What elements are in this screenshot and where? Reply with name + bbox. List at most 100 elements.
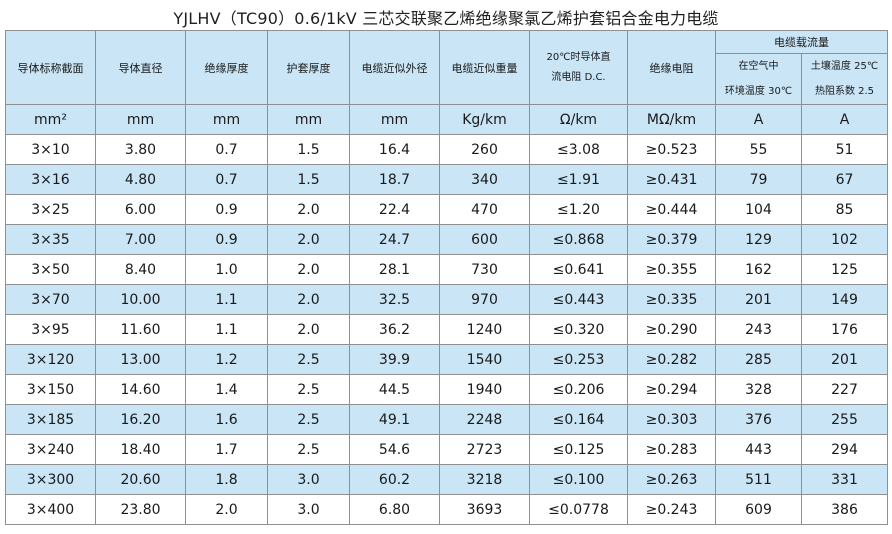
table-cell: 2.5 bbox=[267, 434, 350, 465]
table-cell: 3×35 bbox=[5, 224, 96, 255]
table-cell: 600 bbox=[439, 224, 530, 255]
table-cell: ≤0.206 bbox=[529, 374, 628, 405]
table-cell: 3×300 bbox=[5, 464, 96, 495]
table-cell: 3×70 bbox=[5, 284, 96, 315]
table-cell: ≥0.282 bbox=[627, 344, 716, 375]
table-cell: 176 bbox=[801, 314, 888, 345]
unit-cell: Ω/km bbox=[529, 104, 628, 135]
header-in-air-line2: 环境温度 30℃ bbox=[724, 86, 793, 97]
table-row: 3×120 13.00 1.2 2.5 39.9 1540 ≤0.253 ≥0.282 285 2… bbox=[5, 344, 888, 375]
table-body: mm² mm mm mm mm Kg/km Ω/km MΩ/km A A 3×1… bbox=[5, 104, 888, 525]
unit-cell: MΩ/km bbox=[627, 104, 716, 135]
table-cell: 1.5 bbox=[267, 164, 350, 195]
table-cell: ≥0.290 bbox=[627, 314, 716, 345]
unit-cell: mm bbox=[349, 104, 440, 135]
table-cell: 3218 bbox=[439, 464, 530, 495]
table-row: 3×10 3.80 0.7 1.5 16.4 260 ≤3.08 ≥0.523 55 51 bbox=[5, 134, 888, 165]
table-cell: 3×95 bbox=[5, 314, 96, 345]
table-cell: 16.4 bbox=[349, 134, 440, 165]
table-cell: 3.0 bbox=[267, 494, 350, 525]
table-row: 3×300 20.60 1.8 3.0 60.2 3218 ≤0.100 ≥0.263 511 3… bbox=[5, 464, 888, 495]
table-cell: 67 bbox=[801, 164, 888, 195]
table-cell: 1940 bbox=[439, 374, 530, 405]
table-cell: 28.1 bbox=[349, 254, 440, 285]
header-conductor-section: 导体标称截面 bbox=[5, 30, 96, 105]
table-cell: 2.0 bbox=[267, 224, 350, 255]
header-in-air-line1: 在空气中 bbox=[738, 61, 779, 72]
units-row: mm² mm mm mm mm Kg/km Ω/km MΩ/km A A bbox=[5, 104, 888, 135]
table-cell: 1.0 bbox=[185, 254, 268, 285]
header-dc-resistance-line1: 20℃时导体直 bbox=[546, 51, 611, 63]
table-cell: 328 bbox=[715, 374, 802, 405]
table-cell: ≤0.253 bbox=[529, 344, 628, 375]
table-cell: 0.9 bbox=[185, 224, 268, 255]
table-cell: 4.80 bbox=[95, 164, 186, 195]
table-cell: 1540 bbox=[439, 344, 530, 375]
table-cell: ≤1.20 bbox=[529, 194, 628, 225]
header-in-air: 在空气中 环境温度 30℃ bbox=[715, 53, 802, 105]
table-cell: 1.2 bbox=[185, 344, 268, 375]
table-cell: ≥0.444 bbox=[627, 194, 716, 225]
table-cell: 1.1 bbox=[185, 284, 268, 315]
table-cell: 0.9 bbox=[185, 194, 268, 225]
table-row: 3×400 23.80 2.0 3.0 6.80 3693 ≤0.0778 ≥0.243 609… bbox=[5, 494, 888, 525]
table-cell: ≤0.100 bbox=[529, 464, 628, 495]
table-cell: ≥0.303 bbox=[627, 404, 716, 435]
table-cell: ≥0.243 bbox=[627, 494, 716, 525]
table-cell: 10.00 bbox=[95, 284, 186, 315]
table-cell: 2.5 bbox=[267, 404, 350, 435]
table-cell: 3693 bbox=[439, 494, 530, 525]
table-cell: 3.0 bbox=[267, 464, 350, 495]
table-cell: 970 bbox=[439, 284, 530, 315]
table-cell: 255 bbox=[801, 404, 888, 435]
unit-cell: mm² bbox=[5, 104, 96, 135]
table-cell: 3×400 bbox=[5, 494, 96, 525]
table-cell: ≥0.263 bbox=[627, 464, 716, 495]
table-cell: 1.7 bbox=[185, 434, 268, 465]
table-cell: 2723 bbox=[439, 434, 530, 465]
table-row: 3×35 7.00 0.9 2.0 24.7 600 ≤0.868 ≥0.379 129 102 bbox=[5, 224, 888, 255]
table-cell: 2.5 bbox=[267, 374, 350, 405]
unit-cell: mm bbox=[95, 104, 186, 135]
table-cell: 1.5 bbox=[267, 134, 350, 165]
table-cell: 22.4 bbox=[349, 194, 440, 225]
table-cell: 730 bbox=[439, 254, 530, 285]
table-cell: 49.1 bbox=[349, 404, 440, 435]
table-cell: ≤1.91 bbox=[529, 164, 628, 195]
table-cell: 14.60 bbox=[95, 374, 186, 405]
table-cell: 44.5 bbox=[349, 374, 440, 405]
table-cell: 609 bbox=[715, 494, 802, 525]
table-row: 3×25 6.00 0.9 2.0 22.4 470 ≤1.20 ≥0.444 104 85 bbox=[5, 194, 888, 225]
table-cell: 2.5 bbox=[267, 344, 350, 375]
header-insulation-resistance: 绝缘电阻 bbox=[627, 30, 716, 105]
header-dc-resistance: 20℃时导体直 流电阻 D.C. bbox=[529, 30, 628, 105]
table-cell: 0.7 bbox=[185, 164, 268, 195]
header-cable-od: 电缆近似外径 bbox=[349, 30, 440, 105]
header-sheath-thickness: 护套厚度 bbox=[267, 30, 350, 105]
header-in-soil: 土壤温度 25℃ 热阻系数 2.5 bbox=[801, 53, 888, 105]
table-cell: ≤0.164 bbox=[529, 404, 628, 435]
table-cell: ≤3.08 bbox=[529, 134, 628, 165]
table-cell: 443 bbox=[715, 434, 802, 465]
table-cell: 2.0 bbox=[267, 254, 350, 285]
table-cell: 20.60 bbox=[95, 464, 186, 495]
table-cell: 1.8 bbox=[185, 464, 268, 495]
table-cell: 11.60 bbox=[95, 314, 186, 345]
table-cell: 54.6 bbox=[349, 434, 440, 465]
table-cell: 102 bbox=[801, 224, 888, 255]
table-row: 3×70 10.00 1.1 2.0 32.5 970 ≤0.443 ≥0.335 201 149 bbox=[5, 284, 888, 315]
header-cable-weight: 电缆近似重量 bbox=[439, 30, 530, 105]
table-cell: 331 bbox=[801, 464, 888, 495]
table-cell: 39.9 bbox=[349, 344, 440, 375]
table-cell: 2.0 bbox=[185, 494, 268, 525]
table-row: 3×240 18.40 1.7 2.5 54.6 2723 ≤0.125 ≥0.283 443 2… bbox=[5, 434, 888, 465]
table-cell: 260 bbox=[439, 134, 530, 165]
table-cell: 104 bbox=[715, 194, 802, 225]
table-cell: ≥0.431 bbox=[627, 164, 716, 195]
table-cell: 125 bbox=[801, 254, 888, 285]
table-cell: 13.00 bbox=[95, 344, 186, 375]
table-cell: 1.6 bbox=[185, 404, 268, 435]
table-cell: 3×10 bbox=[5, 134, 96, 165]
table-cell: ≥0.294 bbox=[627, 374, 716, 405]
table-cell: 470 bbox=[439, 194, 530, 225]
